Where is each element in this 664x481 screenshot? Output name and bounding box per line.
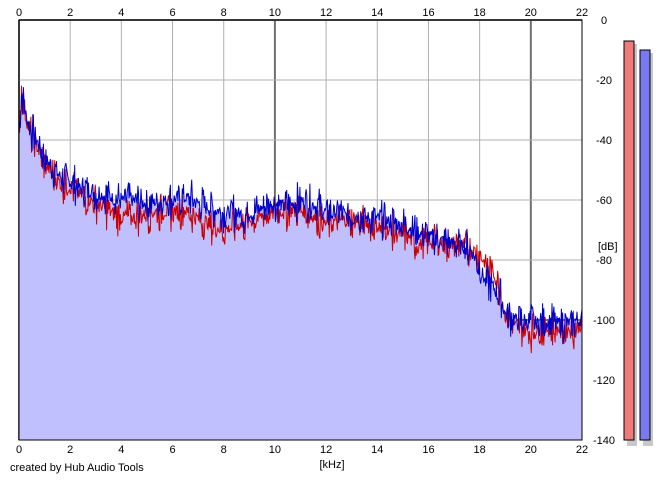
x-tick-label-bottom: 12	[320, 444, 332, 456]
x-tick-label-bottom: 4	[118, 444, 124, 456]
x-tick-label-bottom: 22	[576, 444, 588, 456]
x-tick-label-bottom: 18	[474, 444, 486, 456]
x-tick-label-bottom: 16	[422, 444, 434, 456]
x-tick-label-top: 20	[525, 7, 537, 19]
level-meter-bar	[639, 49, 651, 441]
x-tick-label-bottom: 10	[269, 444, 281, 456]
x-tick-label-top: 10	[269, 7, 281, 19]
y-tick-label: 0	[601, 15, 607, 27]
y-tick-label: -60	[596, 195, 612, 207]
x-tick-label-bottom: 20	[525, 444, 537, 456]
x-tick-label-bottom: 6	[169, 444, 175, 456]
level-meter-bar	[623, 40, 635, 441]
x-tick-label-top: 12	[320, 7, 332, 19]
x-tick-label-top: 16	[422, 7, 434, 19]
x-tick-label-top: 8	[221, 7, 227, 19]
series-line-blue	[18, 87, 583, 344]
x-tick-label-top: 4	[118, 7, 124, 19]
y-tick-label: -40	[596, 135, 612, 147]
x-tick-label-top: 0	[16, 7, 22, 19]
y-tick-label: -120	[593, 375, 615, 387]
y-tick-label: -140	[593, 435, 615, 447]
y-axis-label: [dB]	[598, 241, 618, 253]
level-meters	[623, 40, 653, 446]
x-tick-label-bottom: 2	[67, 444, 73, 456]
x-tick-label-top: 2	[67, 7, 73, 19]
x-tick-label-top: 22	[576, 7, 588, 19]
x-tick-label-bottom: 0	[16, 444, 22, 456]
y-tick-label: -20	[596, 75, 612, 87]
x-axis-label: [kHz]	[319, 459, 344, 471]
plot-border	[18, 19, 583, 441]
x-tick-label-bottom: 8	[221, 444, 227, 456]
x-tick-label-top: 14	[371, 7, 383, 19]
y-tick-label: -80	[596, 255, 612, 267]
x-tick-label-bottom: 14	[371, 444, 383, 456]
x-tick-label-top: 18	[474, 7, 486, 19]
credit-text: created by Hub Audio Tools	[10, 462, 144, 474]
spectrum-series	[18, 85, 583, 354]
x-tick-label-top: 6	[169, 7, 175, 19]
spectrum-fill-area	[19, 87, 582, 440]
tick-labels: 002244668810101212141416161818202022220-…	[16, 7, 615, 456]
y-tick-label: -100	[593, 315, 615, 327]
